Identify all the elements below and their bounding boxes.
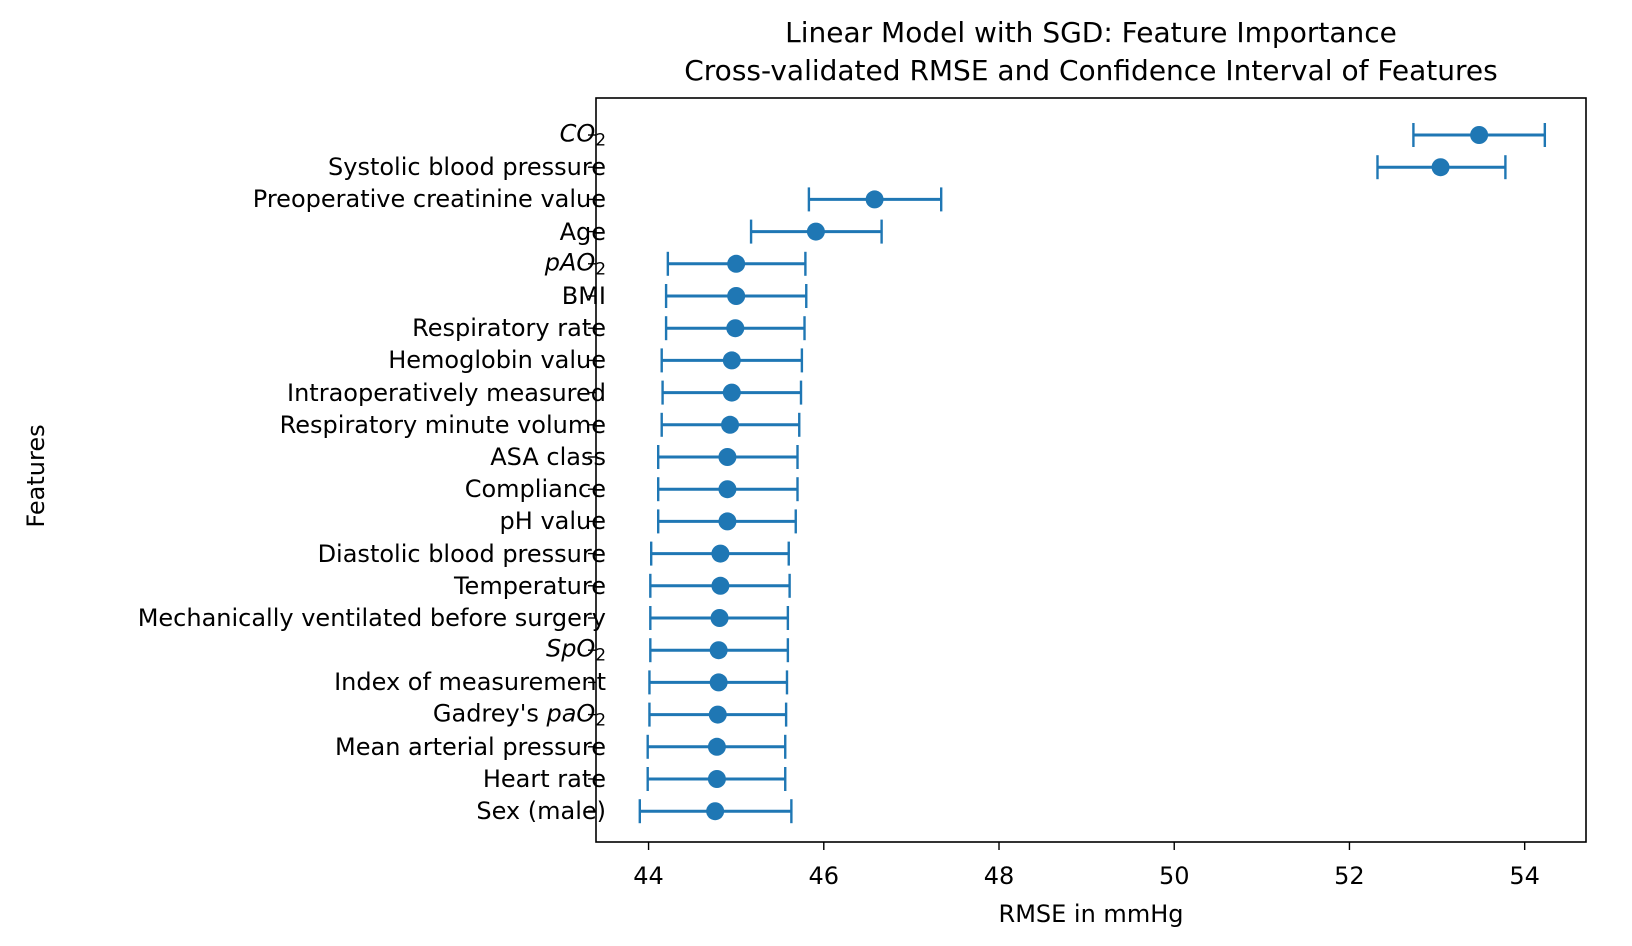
data-point: [722, 383, 741, 402]
x-tick-label: 44: [633, 862, 664, 890]
x-tick-label: 52: [1334, 862, 1365, 890]
y-tick-label-subscript: 2: [595, 258, 606, 279]
data-point: [710, 609, 729, 627]
y-tick-label: pH value: [499, 507, 606, 536]
y-tick-label: Diastolic blood pressure: [317, 539, 606, 568]
data-point: [707, 770, 726, 788]
data-point: [709, 673, 728, 692]
data-point: [1470, 126, 1489, 144]
plot-frame: [595, 97, 1587, 843]
y-tick-label: Systolic blood pressure: [328, 153, 606, 182]
chart-subtitle: Cross-validated RMSE and Confidence Inte…: [684, 54, 1498, 87]
y-axis-label: Features: [22, 424, 50, 528]
y-tick-label: Preoperative creatinine value: [252, 185, 606, 214]
y-tick-label: Intraoperatively measured: [287, 378, 606, 407]
data-point: [706, 802, 725, 821]
x-tick-label: 54: [1509, 862, 1540, 890]
y-tick-label: Mechanically ventilated before surgery: [137, 604, 606, 632]
y-tick-label: Respiratory rate: [412, 314, 606, 343]
data-point: [707, 737, 726, 756]
y-tick-label-subscript: 2: [595, 644, 606, 665]
data-point: [718, 512, 737, 531]
y-tick-label: Respiratory minute volume: [279, 410, 606, 439]
y-tick-label-math: paO: [546, 699, 596, 728]
chart-title: Linear Model with SGD: Feature Importanc…: [785, 16, 1397, 49]
data-point: [727, 287, 746, 305]
data-point: [718, 448, 737, 466]
y-tick-label: BMI: [561, 282, 606, 310]
y-tick-label: Age: [559, 217, 606, 246]
data-point: [711, 544, 730, 563]
y-tick-label: Hemoglobin value: [388, 346, 606, 375]
y-tick-label: CO2: [560, 122, 606, 149]
data-point: [722, 351, 741, 370]
data-point: [721, 415, 740, 434]
y-tick-label: Index of measurement: [334, 668, 606, 697]
y-tick-label: Mean arterial pressure: [335, 732, 606, 761]
x-tick-label: 46: [808, 862, 840, 890]
y-tick-label: ASA class: [490, 443, 606, 471]
y-tick-label: Temperature: [453, 571, 606, 600]
x-tick-label: 50: [1158, 862, 1190, 890]
y-tick-label-subscript: 2: [595, 129, 606, 150]
y-tick-label-prefix: Gadrey's: [432, 699, 547, 728]
data-point: [708, 705, 727, 724]
x-axis-label: RMSE in mmHg: [998, 900, 1184, 928]
data-point: [709, 641, 728, 660]
y-tick-label-math: pAO: [544, 248, 596, 277]
y-tick-label: Sex (male): [476, 797, 606, 826]
data-point: [718, 480, 737, 499]
y-tick-label: pAO2: [545, 250, 606, 277]
data-point: [865, 190, 884, 209]
y-tick-label: Compliance: [464, 475, 606, 504]
data-point: [727, 254, 746, 273]
y-tick-label-math: CO: [559, 119, 596, 148]
y-tick-label-subscript: 2: [595, 709, 606, 730]
y-tick-label-math: SpO: [545, 634, 596, 663]
data-point: [1431, 158, 1450, 177]
x-tick-label: 48: [983, 862, 1015, 890]
y-tick-label: SpO2: [546, 637, 606, 664]
data-point: [806, 222, 825, 241]
y-tick-label: Gadrey's paO2: [433, 701, 606, 728]
y-tick-label: Heart rate: [482, 765, 606, 793]
data-point: [711, 576, 730, 595]
data-point: [726, 319, 745, 338]
